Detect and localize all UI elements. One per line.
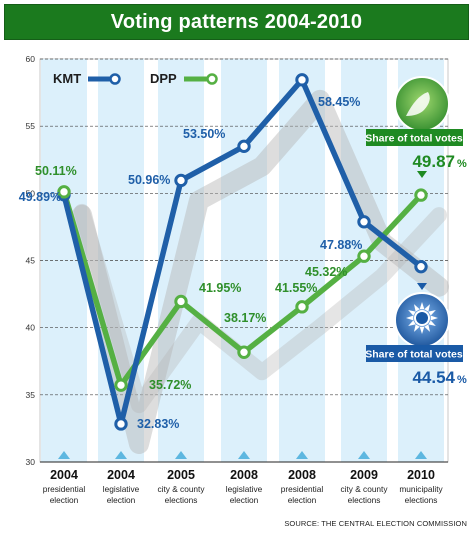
dpp-data-label-0: 50.11% — [35, 164, 77, 178]
y-tick-label-40: 40 — [26, 323, 36, 333]
kmt-point-1 — [114, 417, 128, 431]
y-tick-label-30: 30 — [26, 457, 36, 467]
chart-title: Voting patterns 2004-2010 — [110, 11, 363, 33]
dpp-data-label-2: 41.95% — [199, 281, 241, 295]
kmt-point-5 — [357, 215, 371, 229]
kmt-callout-value: 44.54 — [412, 368, 455, 387]
legend-dpp-marker — [206, 73, 218, 85]
column-marker-icon-4 — [296, 451, 308, 459]
kmt-sun-rays — [406, 302, 438, 334]
title-bar: Voting patterns 2004-2010 — [4, 4, 469, 40]
kmt-data-label-0: 49.89% — [19, 190, 61, 204]
kmt-shadow — [72, 89, 449, 454]
kmt-callout-pointer-icon — [417, 283, 427, 290]
x-tick-line1-6: municipality — [399, 484, 443, 494]
x-tick-line1-3: legislative — [226, 484, 263, 494]
y-tick-label-35: 35 — [26, 390, 36, 400]
legend: KMT DPP — [53, 71, 218, 86]
x-tick-year-4: 2008 — [288, 468, 316, 482]
source-note: SOURCE: THE CENTRAL ELECTION COMMISSION — [284, 519, 467, 528]
dpp-data-label-3: 38.17% — [224, 311, 266, 325]
dpp-shadow — [74, 203, 447, 414]
line-shadows — [72, 89, 449, 454]
dpp-callout-value: 49.87 — [412, 152, 455, 171]
x-tick-line1-5: city & county — [340, 484, 388, 494]
dpp-point-4 — [295, 300, 309, 314]
dpp-point-6 — [414, 188, 428, 202]
kmt-point-4 — [295, 73, 309, 87]
x-tick-year-3: 2008 — [230, 468, 258, 482]
kmt-callout-box — [366, 345, 463, 362]
legend-kmt-marker — [109, 73, 121, 85]
kmt-data-label-2: 50.96% — [128, 173, 170, 187]
x-tick-line2-2: elections — [165, 495, 198, 505]
legend-dpp-label: DPP — [150, 71, 177, 86]
x-tick-line2-5: elections — [348, 495, 381, 505]
x-tick-line1-1: legislative — [103, 484, 140, 494]
x-tick-line2-4: election — [288, 495, 317, 505]
x-tick-line2-3: election — [230, 495, 259, 505]
x-tick-line2-0: election — [50, 495, 79, 505]
x-tick-year-1: 2004 — [107, 468, 135, 482]
dpp-point-1 — [114, 378, 128, 392]
data-labels: 49.89% 32.83% 50.96% 53.50% 58.45% 47.88% 50.1… — [19, 95, 363, 431]
y-tick-label-55: 55 — [26, 121, 36, 131]
x-tick-line2-1: election — [107, 495, 136, 505]
dpp-point-3 — [237, 345, 251, 359]
x-tick-year-2: 2005 — [167, 468, 195, 482]
kmt-sun-inner — [416, 312, 428, 324]
x-tick-year-6: 2010 — [407, 468, 435, 482]
kmt-data-label-4: 58.45% — [318, 95, 360, 109]
column-marker-icon-2 — [175, 451, 187, 459]
dpp-data-label-1: 35.72% — [149, 378, 191, 392]
kmt-point-6 — [414, 259, 428, 274]
dpp-emblem-island-icon — [406, 92, 430, 116]
column-marker-icon-6 — [415, 451, 427, 459]
dpp-point-5 — [357, 249, 371, 263]
dpp-point-2 — [174, 294, 188, 309]
dpp-data-label-5: 45.32% — [305, 265, 347, 279]
legend-kmt-label: KMT — [53, 71, 81, 86]
kmt-data-label-1: 32.83% — [137, 417, 179, 431]
dpp-point-0 — [57, 185, 71, 199]
x-tick-line2-6: elections — [405, 495, 438, 505]
column-marker-icon-5 — [358, 451, 370, 459]
x-tick-year-5: 2009 — [350, 468, 378, 482]
x-axis: 2004presidentialelection2004legislativee… — [40, 461, 448, 505]
x-tick-line1-2: city & county — [157, 484, 205, 494]
dpp-callout-pointer-icon — [417, 171, 427, 178]
column-marker-icon-3 — [238, 451, 250, 459]
x-tick-year-0: 2004 — [50, 468, 78, 482]
y-tick-label-50: 50 — [26, 188, 36, 198]
x-tick-line1-0: presidential — [43, 484, 86, 494]
column-marker-icon-1 — [115, 451, 127, 459]
kmt-sun-icon — [406, 302, 438, 334]
kmt-callout: Share of total votes 44.54 % — [365, 283, 467, 387]
dpp-data-label-4: 41.55% — [275, 281, 317, 295]
y-axis: 30 35 40 45 50 55 60 — [26, 54, 36, 467]
dpp-callout-label: Share of total votes — [365, 133, 463, 145]
kmt-point-3 — [237, 139, 251, 154]
dpp-callout-suffix: % — [457, 158, 467, 170]
kmt-callout-label: Share of total votes — [365, 349, 463, 361]
dpp-callout-box — [366, 129, 463, 146]
column-marker-icon-0 — [58, 451, 70, 459]
kmt-data-label-5: 47.88% — [320, 238, 362, 252]
y-tick-label-60: 60 — [26, 54, 36, 64]
series-points — [57, 73, 428, 431]
kmt-callout-suffix: % — [457, 374, 467, 386]
kmt-point-2 — [174, 173, 188, 188]
x-tick-line1-4: presidential — [281, 484, 324, 494]
kmt-data-label-3: 53.50% — [183, 127, 225, 141]
y-tick-label-45: 45 — [26, 256, 36, 266]
dpp-callout: Share of total votes 49.87 % — [365, 76, 467, 178]
